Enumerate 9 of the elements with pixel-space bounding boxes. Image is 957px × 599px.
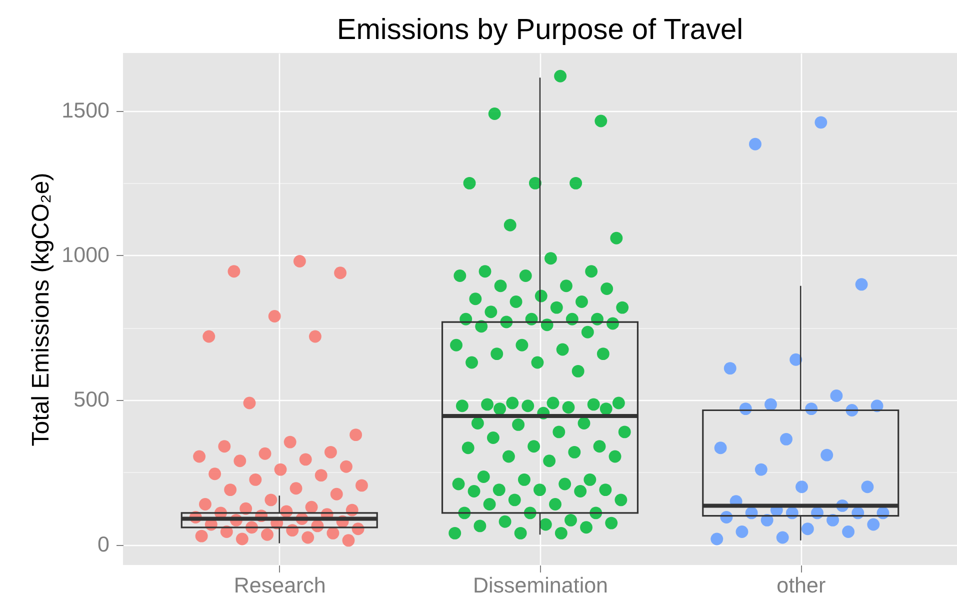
y-axis-title: Total Emissions (kgCO₂e) (28, 172, 55, 446)
x-tick-label: Dissemination (472, 574, 608, 598)
x-tick-label: Research (234, 574, 326, 598)
chart-title: Emissions by Purpose of Travel (336, 14, 744, 46)
x-tick-label: other (776, 574, 826, 598)
y-tick-label: 0 (98, 532, 110, 556)
y-tick-label: 1500 (62, 98, 110, 122)
y-tick-label: 500 (74, 388, 110, 412)
y-tick-label: 1000 (62, 242, 110, 267)
